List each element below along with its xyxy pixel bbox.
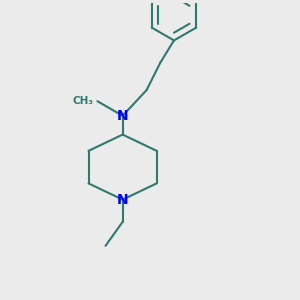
Text: N: N: [117, 193, 128, 207]
Text: CH₃: CH₃: [73, 96, 94, 106]
Text: N: N: [117, 109, 128, 123]
